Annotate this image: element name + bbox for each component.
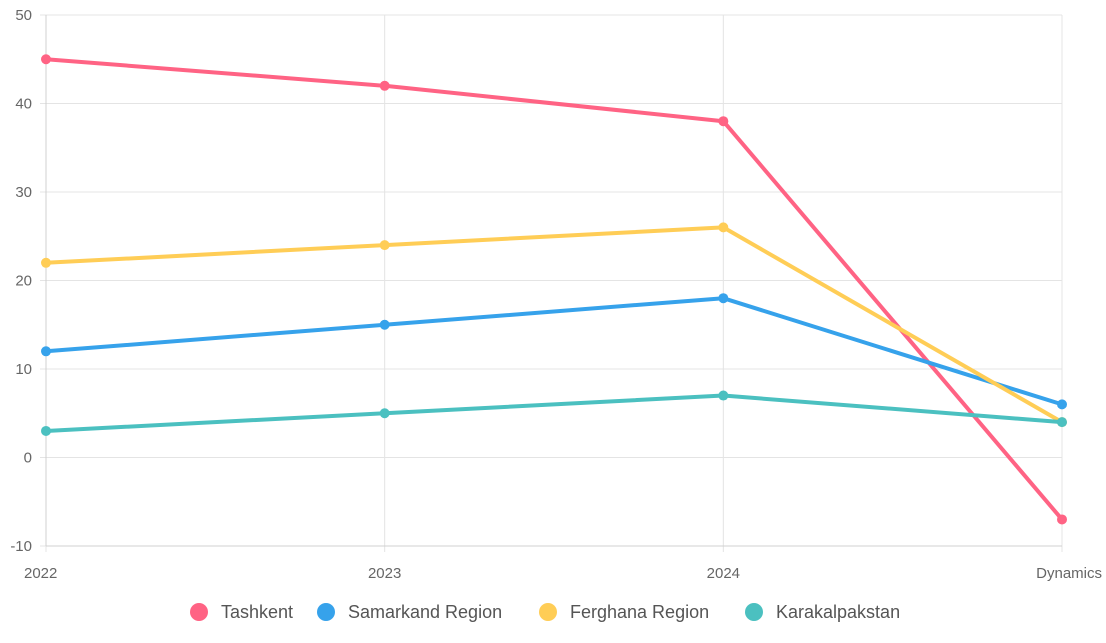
data-point[interactable] xyxy=(1057,514,1067,525)
data-point[interactable] xyxy=(718,222,729,233)
series-line xyxy=(44,296,1064,407)
data-point[interactable] xyxy=(41,346,51,357)
legend-label: Ferghana Region xyxy=(570,602,709,622)
y-tick-label: 50 xyxy=(15,7,32,24)
y-tick-label: 40 xyxy=(15,96,32,113)
legend-swatch xyxy=(190,603,208,621)
series-karakalpakstan xyxy=(41,390,1067,436)
data-point[interactable] xyxy=(41,425,51,436)
series-ferghana-region xyxy=(41,222,1067,428)
legend: Tashkent Samarkand Region Ferghana Region K… xyxy=(190,602,900,622)
legend-label: Samarkand Region xyxy=(348,602,502,622)
series-line xyxy=(44,225,1064,425)
series-lines xyxy=(41,54,1067,525)
data-point[interactable] xyxy=(41,257,51,268)
data-point[interactable] xyxy=(718,293,729,304)
data-point[interactable] xyxy=(1057,399,1067,410)
legend-item[interactable]: Karakalpakstan xyxy=(745,602,900,622)
legend-swatch xyxy=(745,603,763,621)
y-tick-label: 30 xyxy=(15,184,32,201)
legend-swatch xyxy=(317,603,335,621)
series-tashkent xyxy=(41,54,1067,525)
data-point[interactable] xyxy=(379,240,390,251)
data-point[interactable] xyxy=(41,54,51,65)
legend-item[interactable]: Samarkand Region xyxy=(317,602,502,622)
series-line xyxy=(44,57,1064,522)
legend-item[interactable]: Ferghana Region xyxy=(539,602,709,622)
legend-label: Karakalpakstan xyxy=(776,602,900,622)
y-tick-label: 20 xyxy=(15,273,32,290)
legend-item[interactable]: Tashkent xyxy=(190,602,293,622)
x-tick-label: 2024 xyxy=(707,565,740,582)
x-tick-label: 2022 xyxy=(24,565,57,582)
legend-label: Tashkent xyxy=(221,602,293,622)
legend-swatch xyxy=(539,603,557,621)
data-point[interactable] xyxy=(379,408,390,419)
series-samarkand-region xyxy=(41,293,1067,410)
axes: -10 0 10 20 30 40 50 2022 2023 2024 Dynamics xyxy=(10,7,1102,582)
y-tick-label: 10 xyxy=(15,361,32,378)
series-line xyxy=(44,393,1064,433)
data-point[interactable] xyxy=(379,319,390,330)
data-point[interactable] xyxy=(379,80,390,91)
data-point[interactable] xyxy=(1057,417,1067,428)
y-tick-label: -10 xyxy=(10,538,32,555)
grid xyxy=(40,14,1063,552)
y-tick-label: 0 xyxy=(24,450,32,467)
data-point[interactable] xyxy=(718,390,729,401)
data-point[interactable] xyxy=(718,116,729,127)
x-tick-label: 2023 xyxy=(368,565,401,582)
x-tick-label: Dynamics xyxy=(1036,565,1102,582)
